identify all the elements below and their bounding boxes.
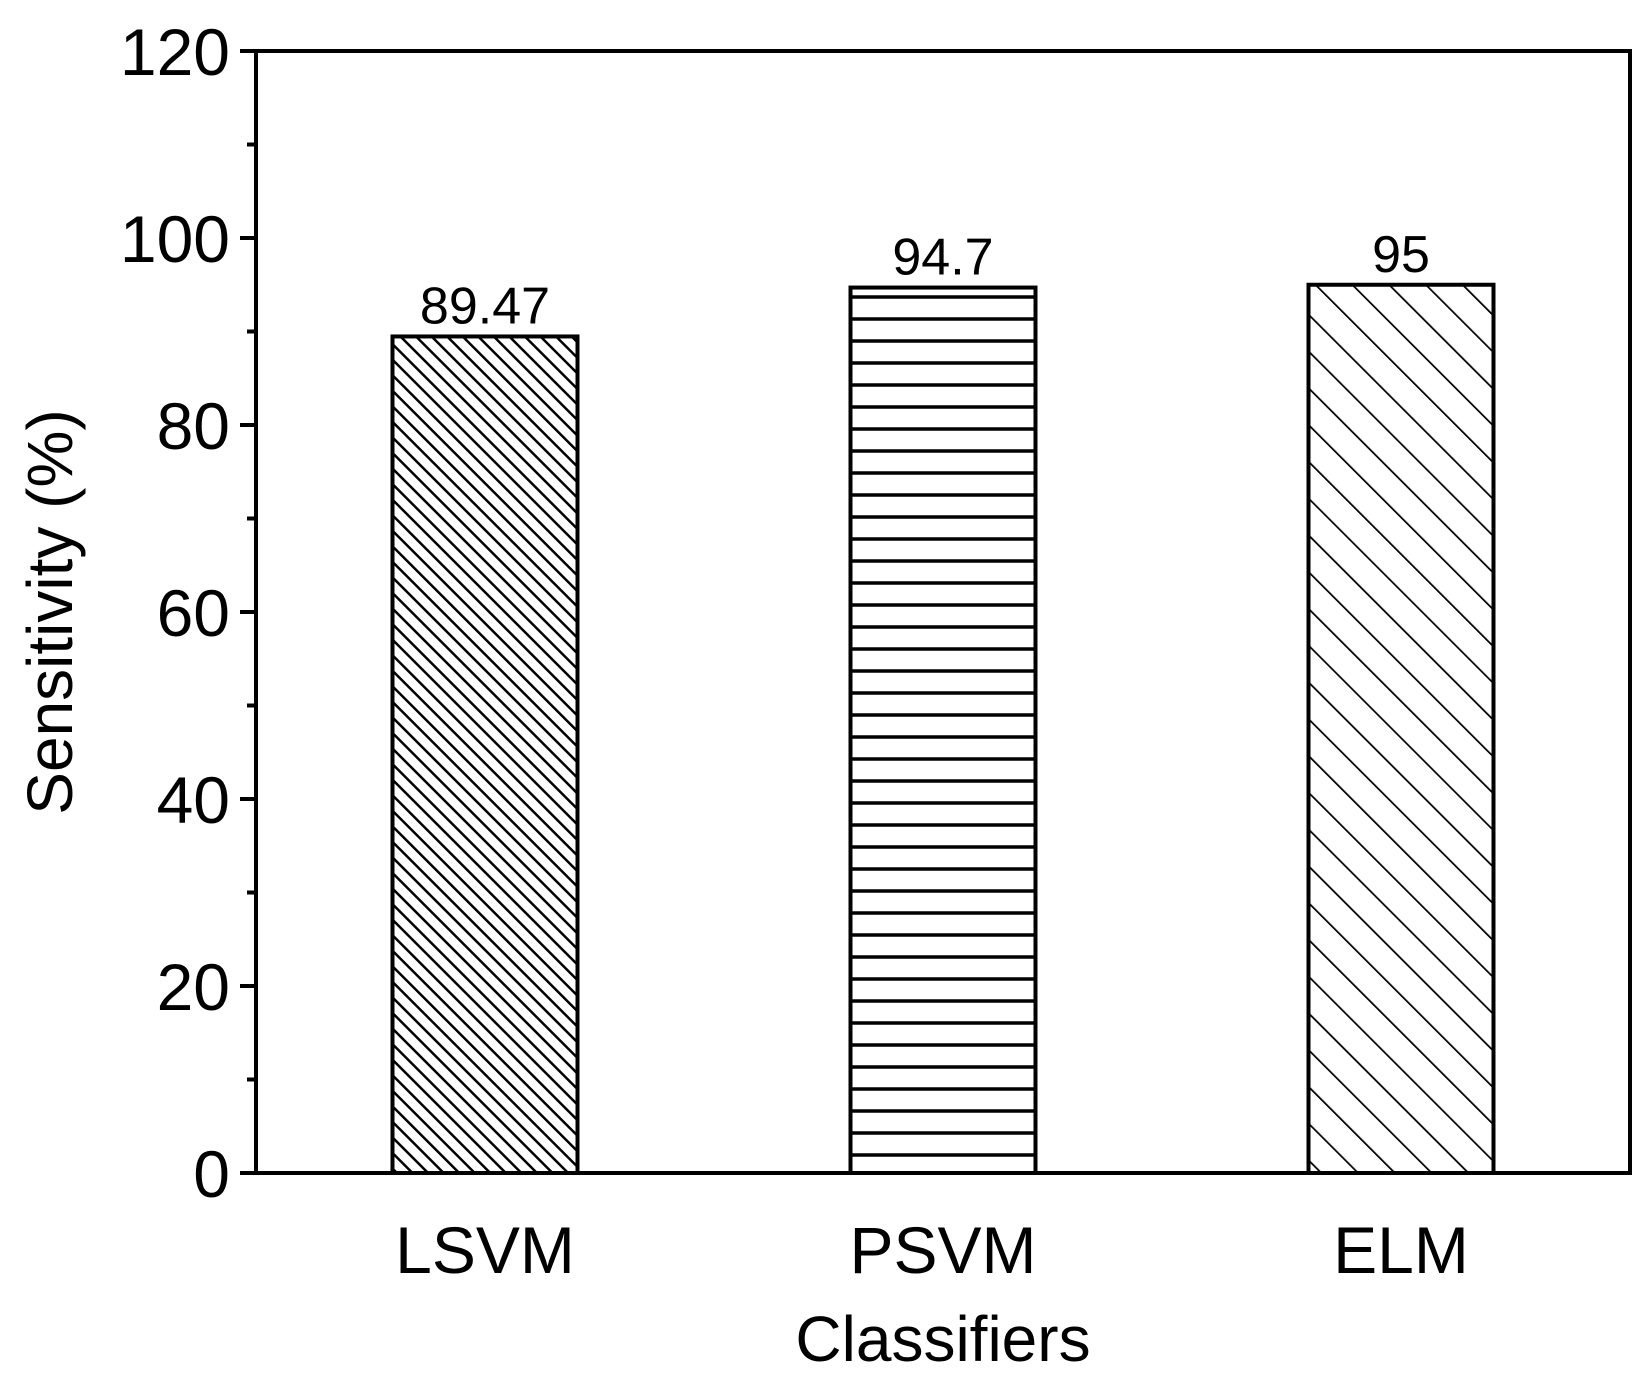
x-tick-label: LSVM	[395, 1213, 575, 1287]
y-tick-label: 100	[120, 202, 230, 276]
bar-elm	[1306, 282, 1496, 1175]
y-tick-label: 40	[157, 763, 230, 837]
x-tick-label: ELM	[1333, 1213, 1469, 1287]
y-tick-label: 60	[157, 576, 230, 650]
bar-value-label: 94.7	[892, 229, 993, 287]
x-axis-label: Classifiers	[795, 1303, 1090, 1375]
y-tick-label: 120	[120, 15, 230, 89]
y-tick-label: 80	[157, 389, 230, 463]
bar-value-label: 95	[1372, 226, 1430, 284]
x-axis-tick-labels: LSVM PSVM ELM	[395, 1213, 1469, 1287]
y-axis-ticks	[240, 49, 256, 1175]
bar-lsvm	[390, 334, 580, 1175]
x-tick-label: PSVM	[849, 1213, 1036, 1287]
bar-value-label: 89.47	[420, 277, 550, 335]
bar-psvm	[848, 285, 1038, 1175]
bar-series	[390, 282, 1496, 1175]
y-axis-tick-labels: 0 20 40 60 80 100 120	[120, 15, 230, 1211]
y-tick-label: 0	[193, 1137, 230, 1211]
bar-value-labels: 89.47 94.7 95	[420, 226, 1430, 336]
y-tick-label: 20	[157, 950, 230, 1024]
y-axis-label: Sensitivity (%)	[14, 409, 86, 814]
